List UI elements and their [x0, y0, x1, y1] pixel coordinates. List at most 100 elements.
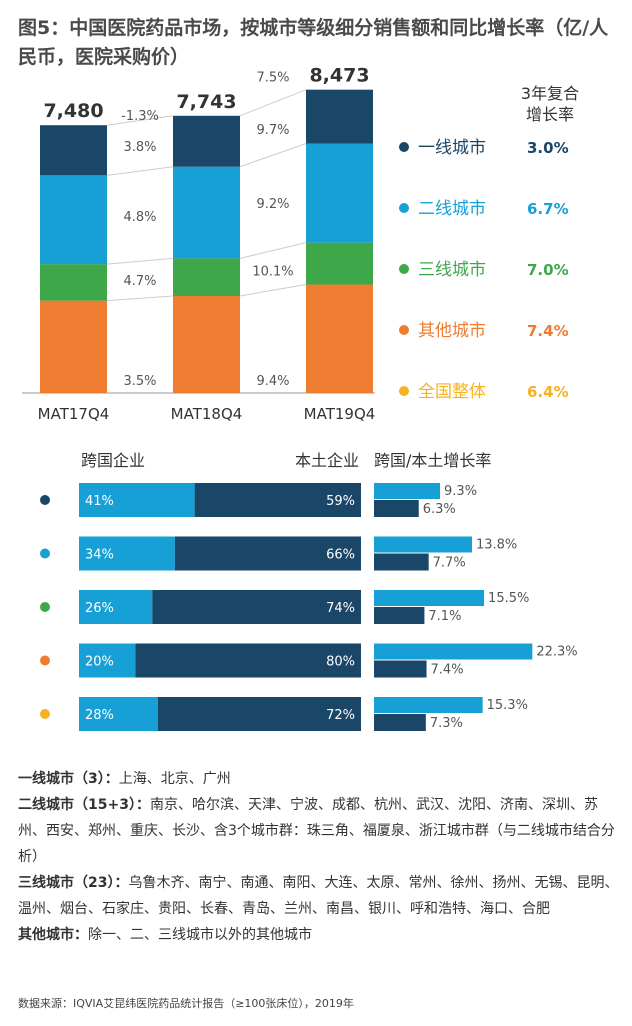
note-text: 乌鲁木齐、南宁、南通、南阳、大连、太原、常州、徐州、扬州、无锡、昆明、温州、烟台… [18, 875, 619, 917]
mnc-growth-label: 15.3% [487, 698, 528, 713]
cagr-value-tier1: 3.0% [527, 139, 569, 157]
connector-line [239, 242, 307, 259]
mnc-growth-bar-tier3 [374, 590, 485, 606]
legend-marker-tier2 [399, 203, 409, 213]
legend-marker-tier1 [399, 142, 409, 152]
local-share-label: 74% [326, 601, 355, 616]
legend-marker-tier3 [399, 264, 409, 274]
mnc-share-label: 28% [85, 708, 114, 723]
header-mnc: 跨国企业 [81, 451, 145, 470]
legend-label-tier2: 二线城市 [418, 199, 486, 219]
legend-label-national: 全国整体 [418, 382, 486, 402]
mnc-share-bar-tier1 [79, 483, 195, 517]
row-marker-other [40, 655, 50, 666]
note-label: 一线城市（3）： [18, 771, 119, 787]
mnc-growth-bar-tier1 [374, 483, 441, 499]
data-source: 数据来源：IQVIA艾昆纬医院药品统计报告（≥100张床位），2019年 [18, 997, 354, 1010]
connector-line [239, 143, 307, 168]
local-share-bar-national [157, 697, 361, 731]
legend-marker-other [399, 325, 409, 335]
growth-label-tier3: 10.1% [252, 264, 293, 279]
legend-label-tier1: 一线城市 [418, 138, 486, 158]
growth-label-other: 3.5% [123, 374, 156, 389]
mnc-growth-label: 13.8% [476, 538, 517, 553]
local-share-bar-tier2 [174, 536, 361, 571]
local-share-bar-tier1 [194, 483, 361, 517]
local-growth-bar-tier1 [374, 500, 419, 517]
chart-title: 图5：中国医院药品市场，按城市等级细分销售额和同比增长率（亿/人民币，医院采购价… [18, 17, 609, 68]
cagr-header-line1: 3年复合 [521, 84, 579, 103]
local-growth-bar-national [374, 714, 426, 731]
growth-label-tier1: 9.7% [256, 123, 289, 138]
growth-label-tier1: 3.8% [123, 140, 156, 155]
total-label: 8,473 [309, 65, 369, 87]
local-growth-label: 6.3% [423, 502, 456, 517]
cagr-value-tier3: 7.0% [527, 261, 569, 279]
x-tick-label: MAT18Q4 [171, 405, 243, 423]
local-share-label: 80% [326, 655, 355, 670]
local-share-label: 72% [326, 708, 355, 723]
bar-tier3-MAT19Q4 [306, 242, 373, 285]
note-tier3: 三线城市（23）：乌鲁木齐、南宁、南通、南阳、大连、太原、常州、徐州、扬州、无锡… [18, 870, 623, 922]
mnc-share-bar-other [79, 643, 136, 678]
x-tick-label: MAT19Q4 [304, 405, 376, 423]
note-tier1: 一线城市（3）：上海、北京、广州 [18, 766, 623, 792]
total-label: 7,480 [43, 100, 103, 122]
note-text: 除一、二、三线城市以外的其他城市 [88, 927, 312, 943]
local-growth-bar-tier2 [374, 553, 429, 571]
growth-label-other: 9.4% [256, 374, 289, 389]
bar-other-MAT18Q4 [173, 295, 240, 393]
local-growth-bar-tier3 [374, 607, 425, 624]
bar-tier2-MAT17Q4 [40, 175, 107, 265]
mnc-growth-label: 22.3% [536, 645, 577, 660]
local-growth-label: 7.1% [428, 609, 461, 624]
header-growth: 跨国/本土增长率 [374, 451, 491, 470]
mnc-growth-bar-tier2 [374, 536, 472, 553]
bar-tier3-MAT17Q4 [40, 264, 107, 301]
local-share-bar-other [135, 643, 361, 678]
cagr-value-tier2: 6.7% [527, 200, 569, 218]
growth-label-tier2: 9.2% [256, 197, 289, 212]
chart-canvas: MAT17Q4 7,480 MAT18Q4 7,743 MAT19Q4 8,473 3.5%… [22, 65, 579, 731]
growth-label-total: 7.5% [256, 71, 289, 86]
cagr-header-line2: 增长率 [526, 105, 574, 124]
mnc-share-bar-national [79, 697, 158, 731]
row-marker-tier1 [40, 495, 50, 505]
mnc-share-label: 41% [85, 494, 114, 509]
local-growth-label: 7.4% [431, 663, 464, 678]
bar-tier1-MAT19Q4 [306, 89, 373, 144]
note-other: 其他城市：除一、二、三线城市以外的其他城市 [18, 922, 623, 948]
note-label: 三线城市（23）： [18, 875, 129, 891]
mnc-share-label: 26% [85, 601, 114, 616]
growth-label-total: -1.3% [121, 109, 159, 124]
local-growth-label: 7.7% [433, 556, 466, 571]
local-share-bar-tier3 [152, 590, 361, 624]
note-tier2: 二线城市（15+3）：南京、哈尔滨、天津、宁波、成都、杭州、武汉、沈阳、济南、深… [18, 792, 623, 870]
note-text: 南京、哈尔滨、天津、宁波、成都、杭州、武汉、沈阳、济南、深圳、苏州、西安、郑州、… [18, 797, 615, 865]
bar-other-MAT17Q4 [40, 300, 107, 393]
mnc-share-bar-tier3 [79, 590, 153, 624]
row-marker-tier2 [40, 548, 50, 559]
legend-marker-national [399, 386, 409, 396]
city-tier-notes: 一线城市（3）：上海、北京、广州 二线城市（15+3）：南京、哈尔滨、天津、宁波… [18, 766, 623, 948]
growth-label-tier3: 4.7% [123, 274, 156, 289]
mnc-share-label: 20% [85, 655, 114, 670]
local-growth-label: 7.3% [430, 716, 463, 731]
connector-line [106, 257, 174, 265]
header-local: 本土企业 [295, 451, 359, 470]
mnc-share-label: 34% [85, 548, 114, 563]
connector-line [106, 295, 174, 302]
legend-label-tier3: 三线城市 [418, 260, 486, 280]
note-label: 二线城市（15+3）： [18, 797, 150, 813]
mnc-growth-label: 15.5% [488, 591, 529, 606]
mnc-growth-bar-other [374, 643, 533, 660]
mnc-growth-label: 9.3% [444, 484, 477, 499]
note-label: 其他城市： [18, 927, 88, 943]
mnc-growth-bar-national [374, 697, 483, 713]
bar-tier1-MAT17Q4 [40, 125, 107, 176]
local-growth-bar-other [374, 660, 427, 678]
total-label: 7,743 [176, 91, 236, 113]
bar-other-MAT19Q4 [306, 284, 373, 393]
row-marker-tier3 [40, 602, 50, 612]
bar-tier2-MAT19Q4 [306, 143, 373, 243]
